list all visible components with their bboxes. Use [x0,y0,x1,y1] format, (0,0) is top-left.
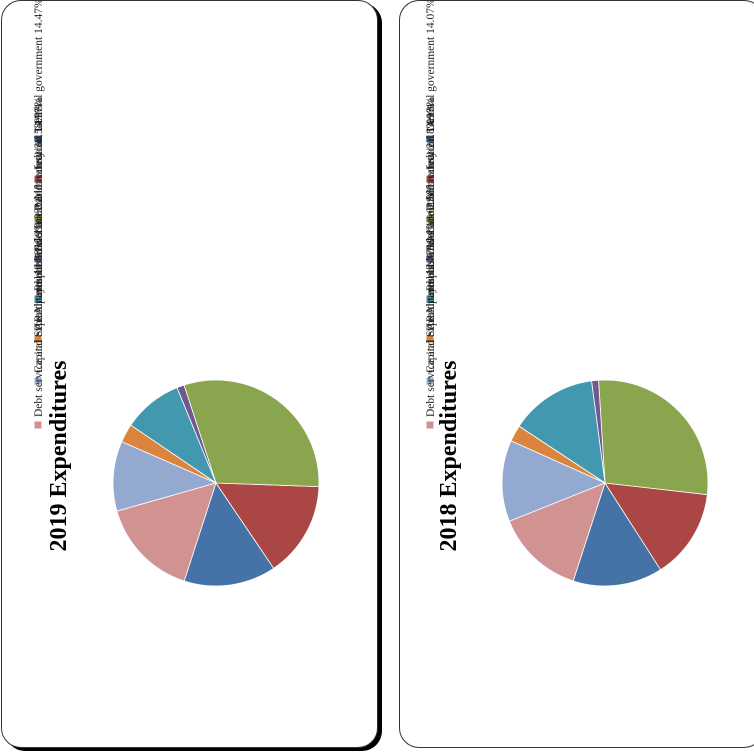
legend-swatch-8 [34,421,42,429]
legend-swatch-2 [34,175,42,183]
pie-slice-3 [183,379,320,488]
pie-slice-2 [604,482,708,571]
legend-swatch-1 [426,135,434,143]
legend-swatch-3 [34,215,42,223]
legend-label-5: Public works 13.62% [425,192,437,291]
chart-title-2018: 2018 Expenditures [436,361,462,552]
pie-slice-7 [501,440,607,522]
legend-swatch-4 [426,255,434,263]
legend-swatch-5 [426,295,434,303]
legend-2018: General government 14.07%Judicial 14.13%… [425,0,437,429]
pie-slice-7 [112,441,218,512]
legend-label-2: Judicial 14.13% [425,96,437,171]
chart-panel-2019: 2019 Expenditures General government 14.… [1,0,378,748]
legend-label-4: Education and recreation 1.17% [33,103,45,251]
pie-chart-2018: 2018 Expenditures General government 14.… [425,0,709,587]
pie-slices-2018 [501,379,709,587]
legend-swatch-5 [34,295,42,303]
legend-label-3: Public safety 27.8% [425,118,437,211]
pie-chart-2019: 2019 Expenditures General government 14.… [33,0,320,587]
legend-swatch-6 [426,335,434,343]
legend-2019: General government 14.47%Judicial 14.97%… [33,0,45,429]
legend-label-1: General government 14.07% [425,0,437,131]
legend-label-2: Judicial 14.97% [33,96,45,171]
pie-slice-5 [518,380,606,484]
legend-label-1: General government 14.47% [33,0,45,131]
legend-swatch-4 [34,255,42,263]
legend-label-7: Capital expenditures 10.98% [33,239,45,373]
pie-slice-8 [508,482,606,582]
legend-label-7: Capital expenditures 12.77% [425,239,437,373]
legend-swatch-7 [34,377,42,385]
legend-label-6: Health and public welfare 2.91% [33,179,45,331]
legend-label-4: Education and recreation 1.09% [425,103,437,251]
legend-swatch-1 [34,135,42,143]
legend-label-8: Debt service and SARA payments 15.59% [33,221,45,417]
pie-slice-2 [215,482,320,569]
legend-swatch-8 [426,421,434,429]
legend-label-6: Health and public welfare 2.58% [425,179,437,331]
legend-label-3: Public safety 30.58% [33,113,45,211]
legend-label-8: Debt service and SARA payments 13.94% [425,221,437,417]
legend-swatch-2 [426,175,434,183]
legend-swatch-7 [426,377,434,385]
legend-label-5: Public works 9.33% [33,198,45,291]
pie-slice-1 [572,482,662,587]
pie-slice-3 [598,379,709,496]
legend-swatch-3 [426,215,434,223]
chart-title-2019: 2019 Expenditures [46,361,72,552]
pie-slice-1 [183,482,275,587]
legend-swatch-6 [34,335,42,343]
pie-slice-8 [116,482,217,582]
pie-slices-2019 [112,379,320,587]
chart-panel-2018: 2018 Expenditures General government 14.… [399,0,754,748]
